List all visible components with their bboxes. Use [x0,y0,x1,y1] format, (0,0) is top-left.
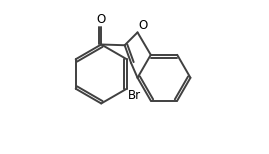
Text: O: O [97,13,106,26]
Text: Br: Br [128,89,141,102]
Text: O: O [138,19,147,32]
